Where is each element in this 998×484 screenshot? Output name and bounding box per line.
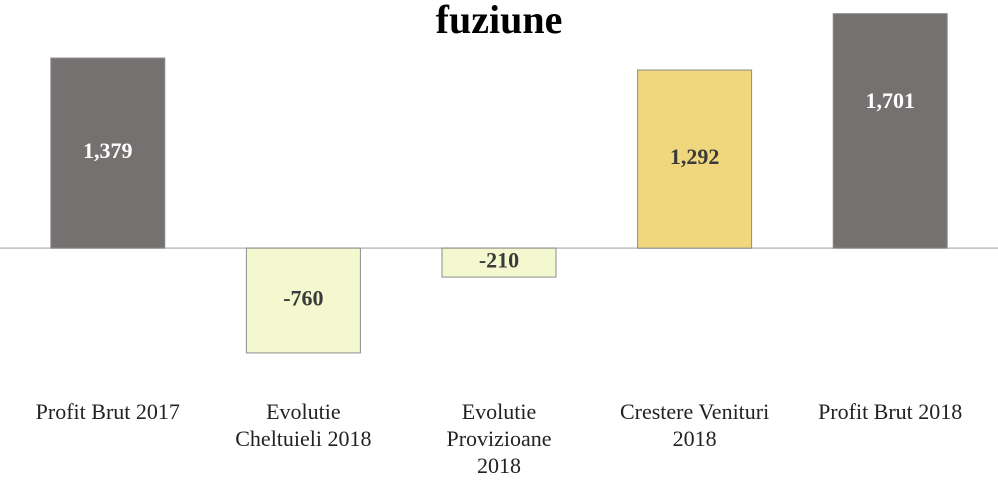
data-label: 1,379 [83,138,133,163]
data-label: -760 [283,286,323,311]
x-tick-label: Profit Brut 2018 [818,399,963,424]
data-label: -210 [479,248,519,273]
bar [832,13,948,249]
data-label: 1,701 [865,88,915,113]
bar [637,69,753,249]
data-label: 1,292 [670,144,720,169]
bar [50,57,166,249]
x-tick-label: Evolutie Cheltuieli 2018 [235,399,372,451]
bar [441,247,557,278]
x-tick-label: Profit Brut 2017 [35,399,180,424]
chart-title: fuziune [436,0,563,42]
x-tick-label: Evolutie Provizioane 2018 [446,399,552,478]
bar [245,247,361,354]
x-tick-label: Crestere Venituri 2018 [619,399,770,451]
